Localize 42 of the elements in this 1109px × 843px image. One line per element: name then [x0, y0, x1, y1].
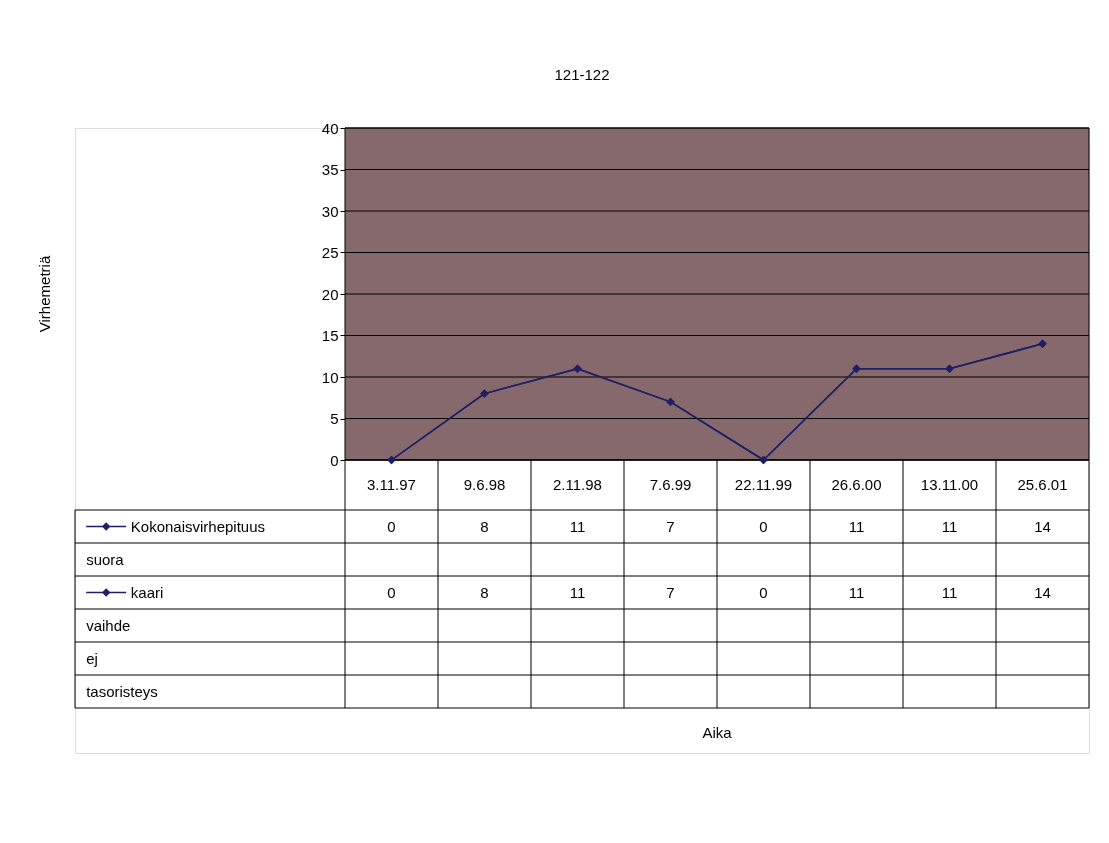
y-tick-label: 20 — [321, 285, 339, 303]
x-tick-label: 7.6.99 — [649, 476, 692, 493]
text: suora — [86, 550, 125, 568]
data-label: 11 — [848, 583, 865, 601]
data-label: 0 — [387, 517, 396, 535]
text: tasoristeys — [86, 682, 158, 700]
y-tick-label: 35 — [321, 161, 339, 178]
text: ej — [86, 649, 98, 667]
data-label: 7 — [666, 517, 675, 535]
x-tick-label: 25.6.01 — [1017, 476, 1068, 493]
y-tick-label: 10 — [321, 368, 339, 386]
data-label: 11 — [569, 583, 586, 601]
data-label: 8 — [480, 517, 489, 535]
legend-label: Kokonaisvirhepituus — [130, 517, 266, 535]
text: Aika — [702, 724, 733, 741]
x-tick-label: 2.11.98 — [553, 476, 602, 493]
data-label: 11 — [941, 517, 958, 535]
text: Virhemetriä — [36, 255, 53, 333]
data-label: 11 — [848, 517, 865, 535]
legend-label: kaari — [130, 583, 164, 601]
y-tick-label: 30 — [321, 202, 339, 220]
x-tick-label: 3.11.97 — [367, 476, 416, 493]
x-tick-label: 9.6.98 — [463, 476, 506, 493]
x-tick-label: 22.11.99 — [734, 476, 793, 493]
data-label: 8 — [480, 583, 489, 601]
chart-title: 121-122 — [554, 66, 610, 83]
data-label: 0 — [759, 583, 768, 601]
y-tick-label: 25 — [321, 244, 339, 261]
y-tick-label: 40 — [321, 119, 339, 137]
data-label: 14 — [1034, 517, 1051, 535]
data-label: 14 — [1034, 583, 1051, 601]
data-label: 11 — [569, 517, 586, 535]
y-tick-label: 5 — [330, 410, 339, 427]
x-tick-label: 26.6.00 — [831, 476, 882, 493]
data-label: 0 — [759, 517, 768, 535]
x-tick-label: 13.11.00 — [920, 476, 979, 493]
y-tick-label: 15 — [321, 327, 339, 344]
data-label: 0 — [387, 583, 396, 601]
text: vaihde — [86, 616, 131, 634]
data-label: 11 — [941, 583, 958, 601]
data-label: 7 — [666, 583, 675, 601]
y-tick-label: 0 — [330, 451, 339, 469]
